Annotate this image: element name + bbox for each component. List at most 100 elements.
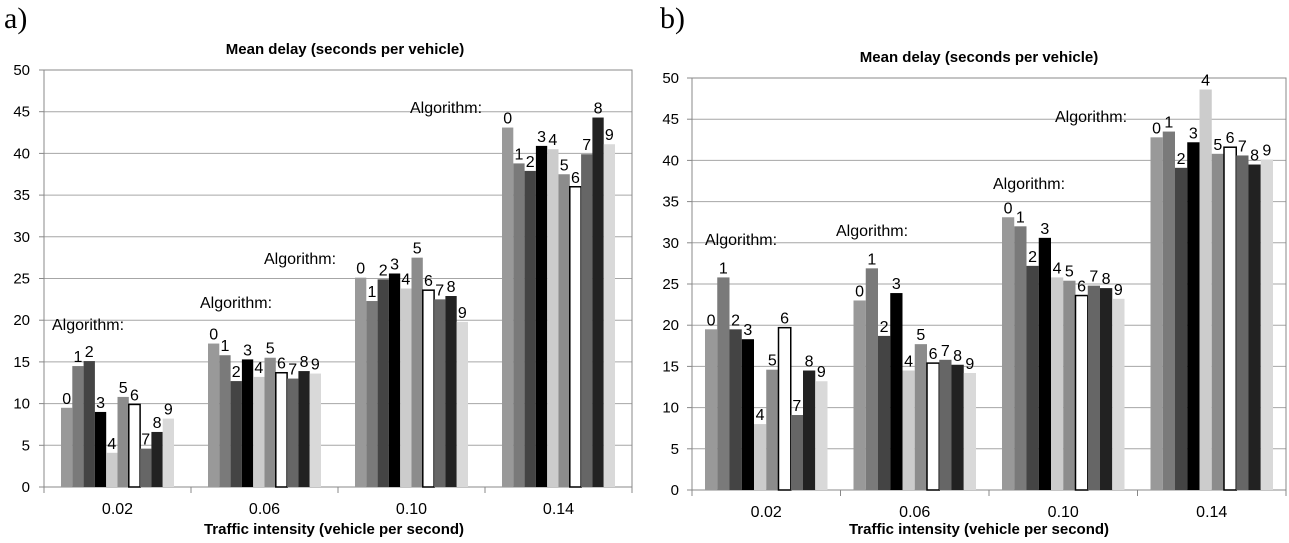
x-tick-label: 0.02: [102, 501, 133, 518]
bar-label: 9: [311, 357, 320, 374]
bar-algorithm-1: [366, 301, 378, 487]
bar-label: 3: [390, 256, 399, 273]
bar-label: 2: [731, 312, 740, 329]
bar-algorithm-0: [355, 277, 367, 487]
bar-algorithm-1: [219, 355, 231, 487]
bar-algorithm-4: [1051, 277, 1064, 490]
bar-label: 5: [1065, 264, 1074, 281]
bar-label: 1: [1164, 115, 1173, 132]
bar-label: 2: [379, 262, 388, 279]
bar-algorithm-8: [151, 431, 163, 487]
bar-label: 1: [220, 338, 229, 355]
bar-label: 3: [243, 342, 252, 359]
bar-label: 1: [514, 146, 523, 163]
x-axis-label: Traffic intensity (vehicle per second): [849, 521, 1109, 538]
bar-label: 4: [254, 360, 263, 377]
y-tick-label: 35: [13, 187, 30, 204]
bar-algorithm-8: [1100, 288, 1113, 490]
bar-label: 8: [594, 101, 603, 118]
bar-algorithm-4: [400, 288, 412, 487]
bar-algorithm-7: [140, 448, 152, 487]
bar-label: 2: [1177, 151, 1186, 168]
bar-algorithm-7: [790, 415, 803, 490]
y-tick-label: 45: [13, 104, 30, 121]
bar-algorithm-0: [502, 127, 514, 488]
bar-label: 4: [1201, 73, 1210, 90]
bar-algorithm-0: [61, 407, 73, 487]
x-tick-label: 0.14: [1196, 504, 1227, 521]
x-tick-label: 0.14: [543, 501, 574, 518]
bar-algorithm-3: [241, 359, 254, 487]
bar-label: 0: [209, 327, 218, 344]
chart-panel-a: a) Mean delay (seconds per vehicle) 0 5 10 1…: [0, 0, 640, 543]
bar-label: 4: [401, 272, 410, 289]
bar-label: 9: [458, 305, 467, 322]
bar-algorithm-6: [422, 289, 435, 488]
bar-label: 8: [805, 354, 814, 371]
bar-label: 5: [119, 380, 128, 397]
bar-algorithm-4: [902, 370, 915, 490]
y-tick-label: 15: [662, 358, 679, 375]
bar-algorithm-9: [815, 381, 828, 490]
bar-algorithm-2: [729, 329, 742, 490]
x-tick-label: 0.02: [751, 504, 782, 521]
bar-algorithm-3: [535, 145, 548, 488]
bar-label: 3: [1189, 125, 1198, 142]
bar-algorithm-9: [162, 418, 174, 487]
bar-label: 5: [413, 241, 422, 258]
bar-label: 6: [929, 346, 938, 363]
bar-algorithm-1: [717, 277, 730, 490]
bar-algorithm-7: [1087, 285, 1100, 490]
bar-label: 9: [605, 127, 614, 144]
bar-label: 0: [62, 391, 71, 408]
bar-label: 1: [367, 284, 376, 301]
bar-algorithm-1: [865, 268, 878, 490]
y-tick-label: 25: [662, 276, 679, 293]
y-tick-label: 25: [13, 271, 30, 288]
bar-label: 4: [904, 354, 913, 371]
bar-algorithm-1: [1014, 226, 1027, 490]
chart-panel-b: b) Mean delay (seconds per vehicle) 0 5 10 1…: [650, 0, 1289, 543]
bar-label: 8: [1250, 148, 1259, 165]
bar-algorithm-8: [445, 296, 457, 487]
bar-algorithm-8: [1248, 164, 1261, 490]
panel-label-a: a): [4, 2, 28, 35]
bar-label: 0: [1004, 200, 1013, 217]
bar-algorithm-5: [914, 344, 927, 490]
bar-algorithm-4: [253, 376, 265, 487]
bar-label: 7: [941, 343, 950, 360]
bar-label: 1: [867, 251, 876, 268]
bar-algorithm-5: [264, 357, 276, 487]
bar-label: 3: [1040, 221, 1049, 238]
bar-algorithm-9: [963, 372, 976, 490]
bar-label: 6: [1077, 279, 1086, 296]
bar-algorithm-3: [741, 339, 754, 490]
y-tick-label: 40: [13, 145, 30, 162]
bar-label: 2: [880, 319, 889, 336]
bar-algorithm-0: [208, 343, 220, 487]
bar-label: 7: [435, 282, 444, 299]
bar-label: 5: [916, 327, 925, 344]
bar-algorithm-5: [558, 174, 570, 487]
bar-algorithm-7: [287, 378, 299, 487]
y-tick-label: 30: [13, 229, 30, 246]
bar-algorithm-5: [766, 369, 779, 490]
bar-label: 9: [965, 356, 974, 373]
bar-algorithm-2: [878, 335, 891, 490]
bar-label: 8: [447, 279, 456, 296]
bar-algorithm-4: [1199, 89, 1212, 490]
bar-algorithm-7: [581, 154, 593, 487]
y-tick-label: 10: [13, 396, 30, 413]
bar-label: 3: [537, 129, 546, 146]
bar-algorithm-6: [569, 186, 582, 488]
algorithm-annotation: Algorithm:: [200, 295, 272, 312]
y-tick-label: 10: [662, 400, 679, 417]
bar-label: 0: [356, 261, 365, 278]
bar-algorithm-2: [524, 170, 536, 487]
bar-chart-b: Mean delay (seconds per vehicle)05101520…: [662, 49, 1287, 538]
bar-label: 4: [756, 407, 765, 424]
bar-algorithm-1: [72, 366, 84, 487]
bar-label: 4: [107, 436, 116, 453]
bar-algorithm-3: [94, 411, 107, 487]
bar-label: 4: [1053, 260, 1062, 277]
